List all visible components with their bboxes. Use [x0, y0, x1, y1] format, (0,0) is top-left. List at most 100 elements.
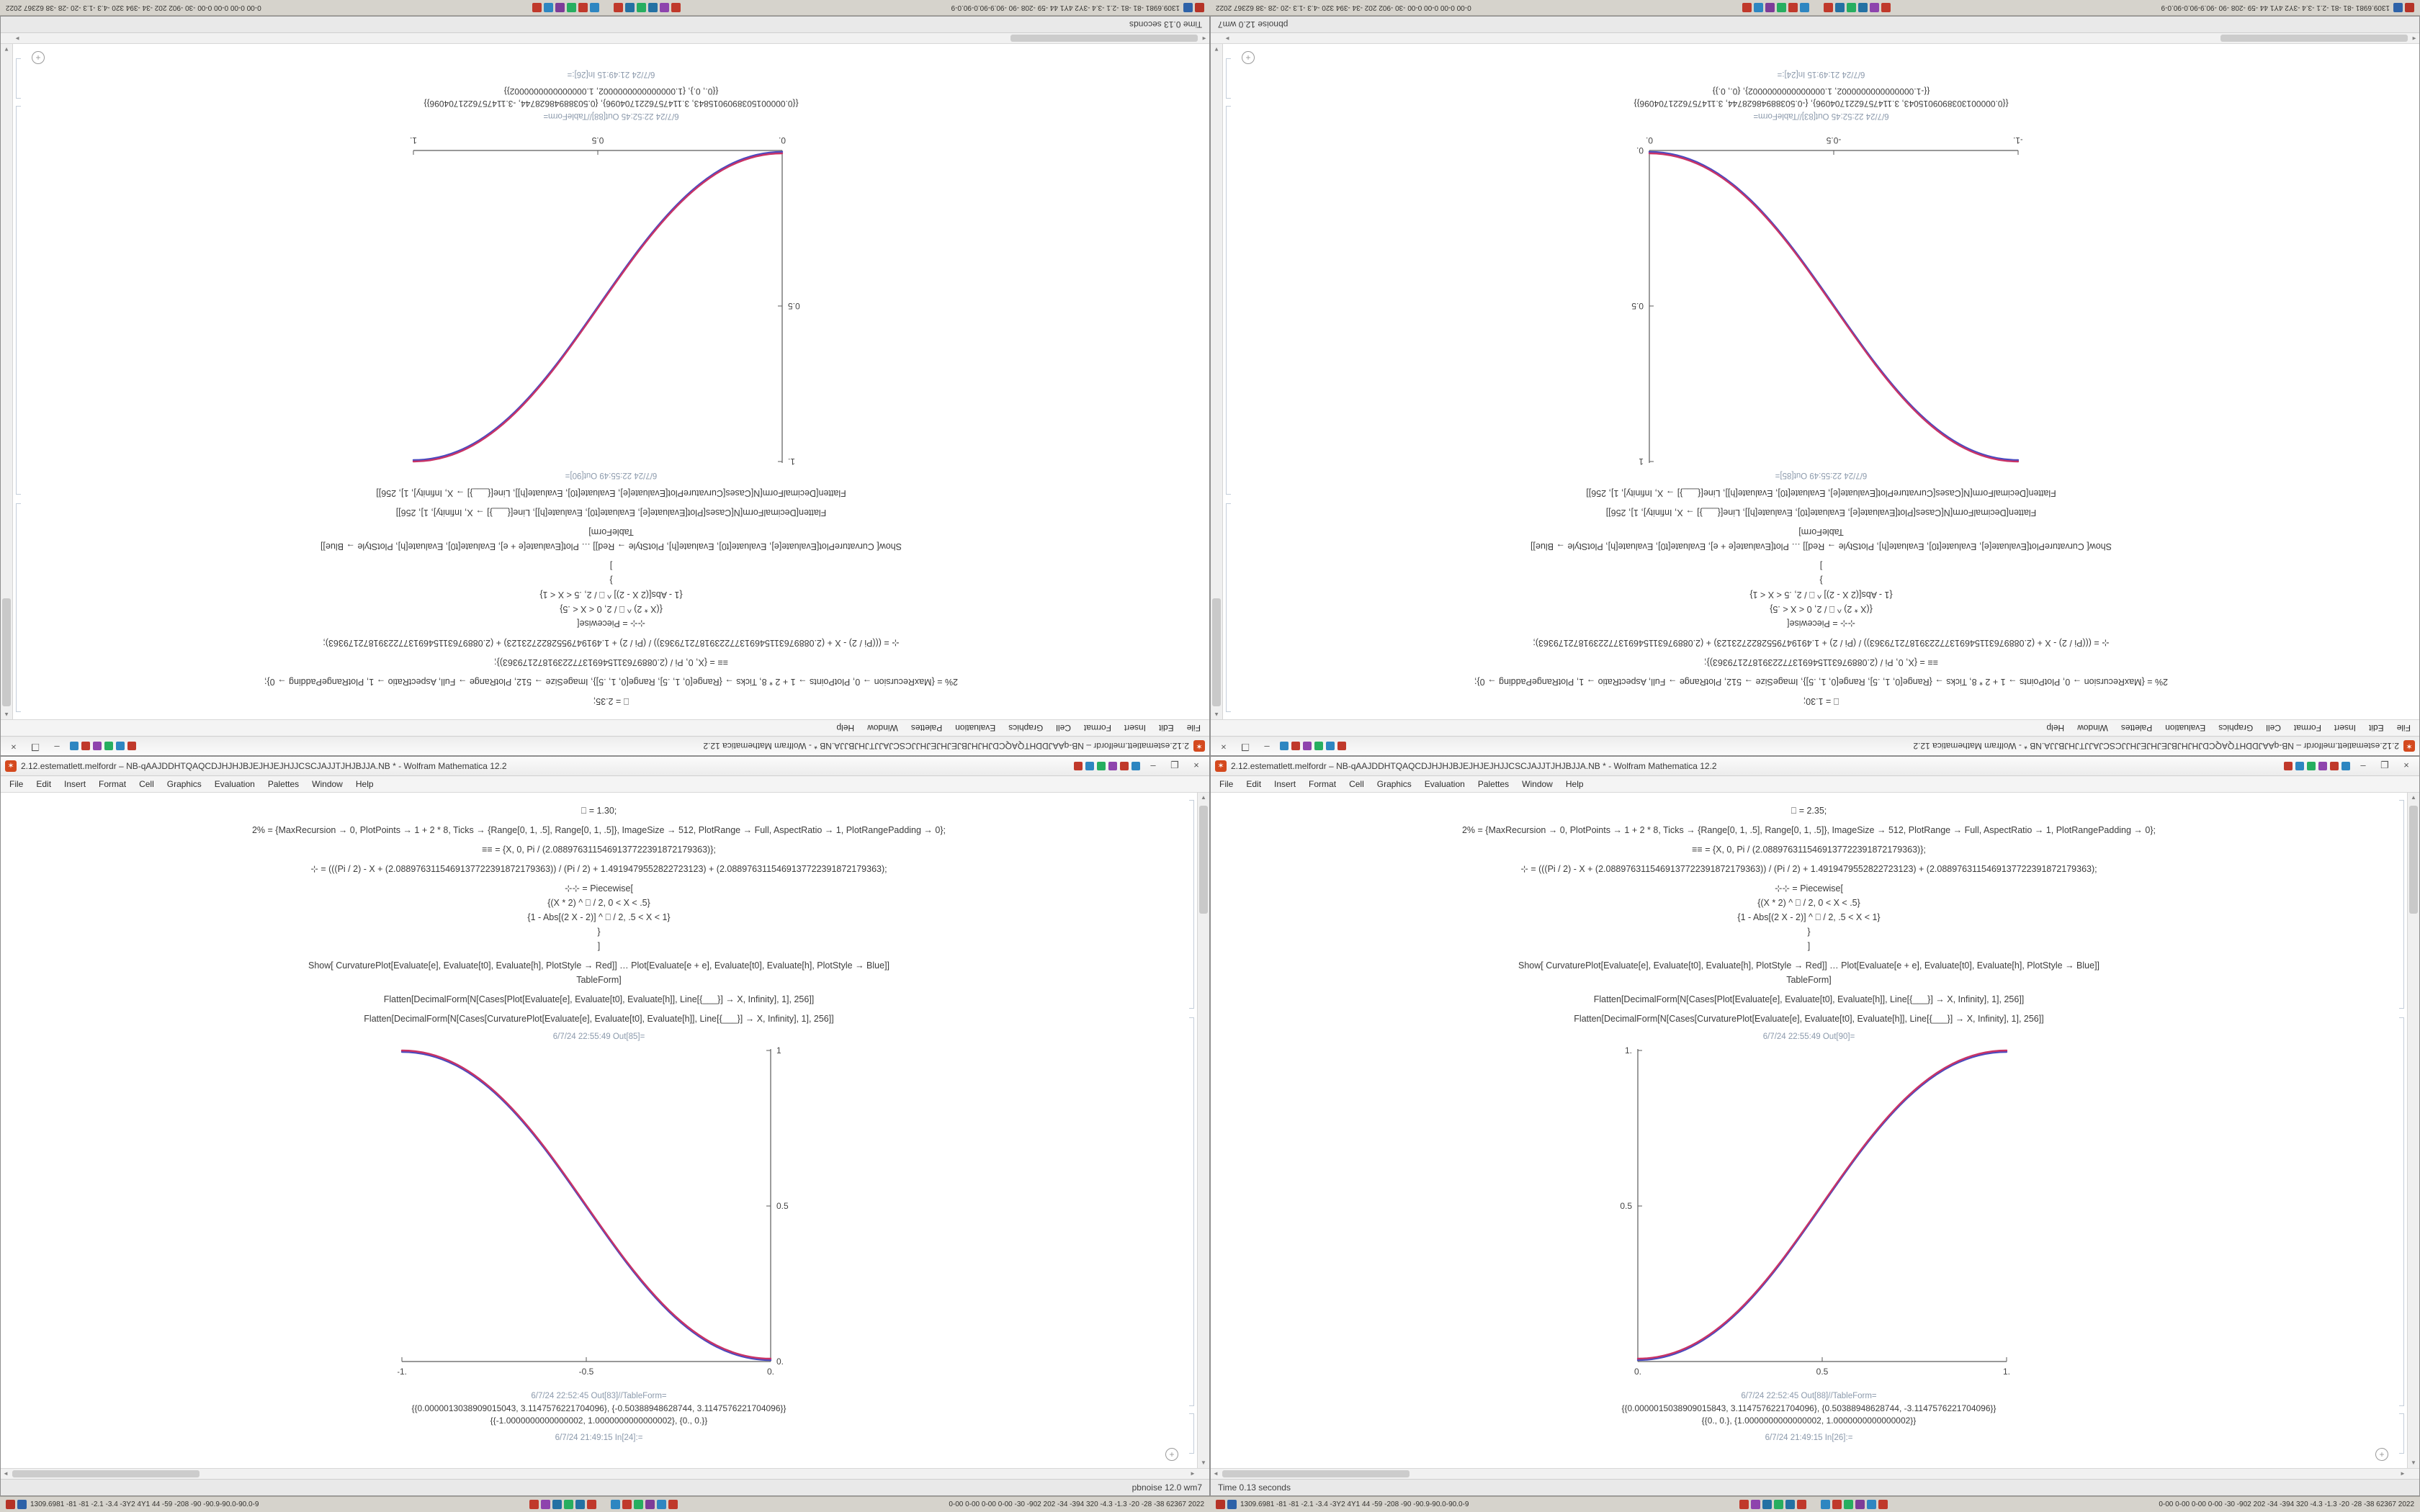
code-cell[interactable]: ⎕ = 1.30;: [1803, 696, 1839, 706]
scroll-left-arrow-icon[interactable]: ◄: [1201, 35, 1207, 42]
menu-item-insert[interactable]: Insert: [2334, 723, 2356, 733]
code-cell[interactable]: Show[ CurvaturePlot[Evaluate[e], Evaluat…: [1530, 541, 2112, 552]
menu-item-edit[interactable]: Edit: [1158, 723, 1174, 733]
app-icon[interactable]: [1834, 3, 1845, 12]
menu-item-insert[interactable]: Insert: [1274, 779, 1296, 789]
code-cell[interactable]: ⊹⊹ = Piecewise[: [565, 883, 633, 894]
code-cell[interactable]: }: [609, 575, 613, 585]
code-cell[interactable]: ]: [1807, 941, 1811, 951]
menu-item-evaluation[interactable]: Evaluation: [214, 779, 255, 789]
menu-item-cell[interactable]: Cell: [2266, 723, 2281, 733]
app-icon[interactable]: [532, 3, 542, 12]
close-button[interactable]: ×: [1193, 760, 1199, 770]
app-icon[interactable]: [659, 3, 669, 12]
app-icon[interactable]: [1097, 762, 1106, 770]
app-icon[interactable]: [1823, 3, 1833, 12]
menu-item-help[interactable]: Help: [355, 779, 374, 789]
close-button[interactable]: ×: [1221, 742, 1227, 752]
scroll-thumb[interactable]: [2220, 35, 2408, 42]
scroll-thumb[interactable]: [2, 598, 11, 706]
taskbar-left-icons[interactable]: [6, 1500, 27, 1509]
app-icon[interactable]: [1846, 3, 1856, 12]
code-cell[interactable]: {(X * 2) ^ ⎕ / 2, 0 < X < .5}: [560, 604, 663, 614]
code-cell[interactable]: ⊹ = (((Pi / 2) - X + (2.0889763115469137…: [1520, 864, 2097, 874]
menu-item-palettes[interactable]: Palettes: [1477, 779, 1510, 789]
vertical-scrollbar[interactable]: ▲ ▼: [1, 44, 13, 719]
scroll-up-arrow-icon[interactable]: ▲: [4, 711, 9, 718]
app-icon[interactable]: [1303, 742, 1312, 750]
scroll-left-arrow-icon[interactable]: ◄: [2411, 35, 2417, 42]
scroll-right-arrow-icon[interactable]: ►: [1190, 1470, 1196, 1477]
menu-item-edit[interactable]: Edit: [1246, 779, 1262, 789]
scroll-down-arrow-icon[interactable]: ▼: [2411, 1459, 2416, 1466]
taskbar-left-icons[interactable]: [1183, 3, 1204, 12]
code-cell[interactable]: Show[ CurvaturePlot[Evaluate[e], Evaluat…: [320, 541, 902, 552]
menu-item-insert[interactable]: Insert: [64, 779, 86, 789]
code-cell[interactable]: ⊹ = (((Pi / 2) - X + (2.0889763115469137…: [310, 864, 887, 874]
code-cell[interactable]: Flatten[DecimalForm[N[Cases[CurvaturePlo…: [1574, 1014, 2044, 1024]
code-cell[interactable]: ⎕ = 1.30;: [581, 806, 617, 816]
app-icon[interactable]: [1765, 3, 1775, 12]
taskbar-app-icons[interactable]: [1739, 1500, 1807, 1509]
menu-item-graphics[interactable]: Graphics: [1376, 779, 1412, 789]
scroll-down-arrow-icon[interactable]: ▼: [1201, 1459, 1206, 1466]
code-cell[interactable]: ≡≡ = {X, 0, Pi / (2.08897631154691377223…: [494, 657, 728, 667]
app-icon[interactable]: [2307, 762, 2316, 770]
menu-item-help[interactable]: Help: [1565, 779, 1584, 789]
menu-item-palettes[interactable]: Palettes: [267, 779, 300, 789]
menu-item-help[interactable]: Help: [836, 723, 855, 733]
code-cell[interactable]: TableForm]: [1786, 975, 1832, 985]
code-cell[interactable]: ⊹⊹ = Piecewise[: [1787, 618, 1855, 629]
titlebar-tray[interactable]: [70, 742, 136, 750]
app-icon[interactable]: [564, 1500, 574, 1509]
app-icon[interactable]: [2330, 762, 2339, 770]
app-icon[interactable]: [671, 3, 681, 12]
menu-item-window[interactable]: Window: [1522, 779, 1553, 789]
code-cell[interactable]: 2% = {MaxRecursion → 0, PlotPoints → 1 +…: [1461, 825, 2156, 835]
code-cell[interactable]: ⊹⊹ = Piecewise[: [1775, 883, 1843, 894]
maximize-button[interactable]: ❐: [1170, 760, 1179, 770]
code-cell[interactable]: 2% = {MaxRecursion → 0, PlotPoints → 1 +…: [264, 677, 959, 687]
code-cell[interactable]: {(X * 2) ^ ⎕ / 2, 0 < X < .5}: [1757, 898, 1860, 908]
app-icon[interactable]: [575, 1500, 586, 1509]
code-cell[interactable]: ⎕ = 2.35;: [593, 696, 629, 706]
scroll-left-arrow-icon[interactable]: ◄: [3, 1470, 9, 1477]
app-icon[interactable]: [1881, 3, 1891, 12]
cell-bracket[interactable]: [2399, 1017, 2404, 1406]
cell-bracket[interactable]: [16, 503, 21, 712]
minimize-button[interactable]: –: [1150, 760, 1156, 770]
code-cell[interactable]: Show[ CurvaturePlot[Evaluate[e], Evaluat…: [308, 960, 890, 971]
notebook-area[interactable]: ⎕ = 2.35; 2% = {MaxRecursion → 0, PlotPo…: [1211, 793, 2407, 1468]
vertical-scrollbar[interactable]: ▲ ▼: [1197, 793, 1209, 1468]
app-icon[interactable]: [647, 3, 658, 12]
maximize-button[interactable]: ❐: [2380, 760, 2389, 770]
minimize-button[interactable]: –: [1264, 742, 1270, 752]
notebook-area[interactable]: ⎕ = 2.35; 2% = {MaxRecursion → 0, PlotPo…: [13, 44, 1209, 719]
code-cell[interactable]: 2% = {MaxRecursion → 0, PlotPoints → 1 +…: [1474, 677, 2169, 687]
code-cell[interactable]: 2% = {MaxRecursion → 0, PlotPoints → 1 +…: [251, 825, 946, 835]
code-cell[interactable]: Flatten[DecimalForm[N[Cases[Plot[Evaluat…: [383, 994, 815, 1004]
app-icon[interactable]: [624, 3, 635, 12]
os-taskbar[interactable]: 1309.6981 -81 -81 -2.1 -3.4 -3Y2 4Y1 44 …: [1210, 1496, 2420, 1512]
code-cell[interactable]: Flatten[DecimalForm[N[Cases[CurvaturePlo…: [376, 488, 846, 498]
assistant-icon[interactable]: [1242, 51, 1255, 64]
app-icon[interactable]: [1797, 1500, 1807, 1509]
app-icon[interactable]: [657, 1500, 667, 1509]
app-icon[interactable]: [1291, 742, 1300, 750]
mathematica-app-icon[interactable]: [1215, 760, 1227, 772]
app-icon[interactable]: [6, 1500, 15, 1509]
scroll-thumb[interactable]: [1212, 598, 1221, 706]
app-icon[interactable]: [1753, 3, 1763, 12]
code-cell[interactable]: {1 - Abs[(2 X - 2)] ^ ⎕ / 2, .5 < X < 1}: [1737, 912, 1881, 922]
menu-item-format[interactable]: Format: [1083, 723, 1111, 733]
app-icon[interactable]: [613, 3, 623, 12]
scroll-thumb[interactable]: [1010, 35, 1198, 42]
app-icon[interactable]: [81, 742, 90, 750]
horizontal-scrollbar[interactable]: ◄ ►: [1211, 1468, 2419, 1479]
menu-item-file[interactable]: File: [1219, 779, 1234, 789]
menu-item-evaluation[interactable]: Evaluation: [955, 723, 996, 733]
window-titlebar[interactable]: 2.12.estematlett.melfordr – NB-qAAJDDHTQ…: [1211, 757, 2419, 776]
scroll-left-arrow-icon[interactable]: ◄: [1213, 1470, 1219, 1477]
taskbar-app-icons[interactable]: [1823, 3, 1891, 12]
minimize-button[interactable]: –: [2360, 760, 2366, 770]
